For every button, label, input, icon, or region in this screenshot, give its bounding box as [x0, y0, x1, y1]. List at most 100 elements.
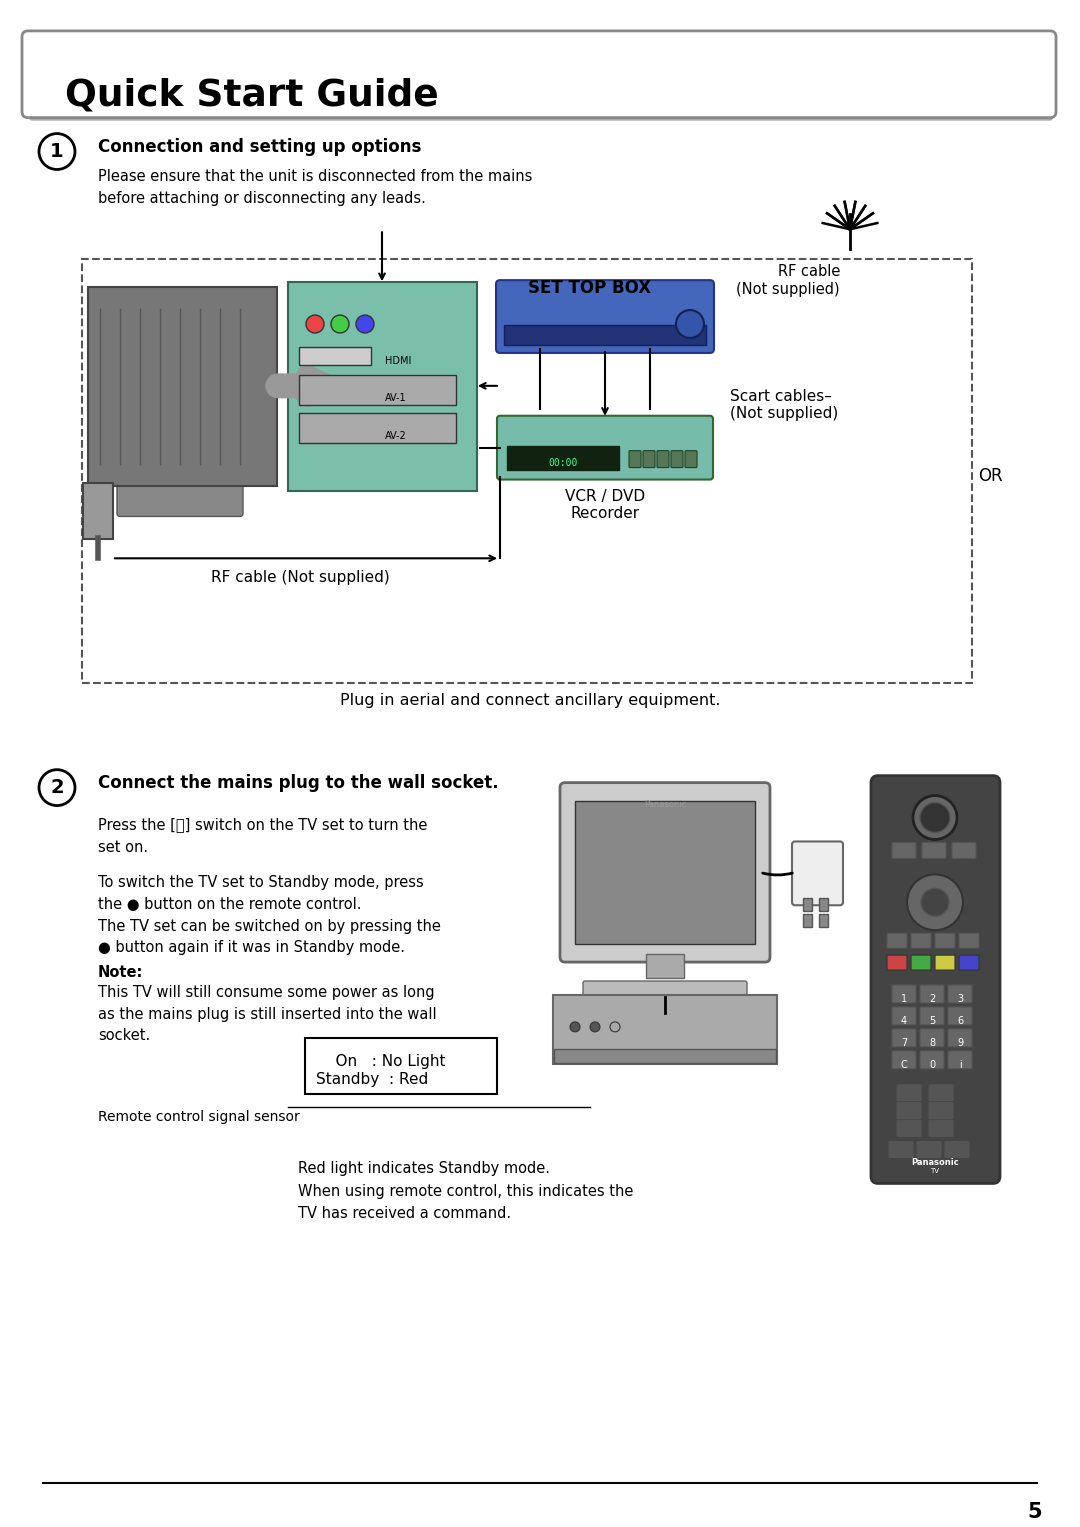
Circle shape — [306, 315, 324, 333]
FancyBboxPatch shape — [920, 1051, 944, 1069]
FancyBboxPatch shape — [299, 374, 456, 405]
Circle shape — [920, 803, 950, 832]
FancyBboxPatch shape — [929, 1084, 953, 1101]
Text: Plug in aerial and connect ancillary equipment.: Plug in aerial and connect ancillary equ… — [340, 693, 720, 709]
FancyBboxPatch shape — [802, 913, 811, 927]
Text: TV: TV — [931, 1168, 940, 1174]
FancyBboxPatch shape — [951, 843, 976, 858]
Text: 0: 0 — [929, 1060, 935, 1070]
FancyBboxPatch shape — [948, 1029, 972, 1048]
Circle shape — [610, 1022, 620, 1032]
FancyBboxPatch shape — [554, 1049, 777, 1063]
Text: 8: 8 — [929, 1038, 935, 1048]
FancyBboxPatch shape — [887, 933, 907, 948]
Text: OR: OR — [977, 467, 1002, 484]
Text: 00:00: 00:00 — [549, 458, 578, 467]
FancyBboxPatch shape — [802, 898, 811, 910]
FancyBboxPatch shape — [671, 450, 683, 467]
FancyBboxPatch shape — [87, 287, 276, 486]
FancyBboxPatch shape — [948, 1006, 972, 1025]
Text: 7: 7 — [901, 1038, 907, 1048]
FancyBboxPatch shape — [496, 279, 714, 353]
Text: 4: 4 — [901, 1015, 907, 1026]
FancyBboxPatch shape — [897, 1102, 921, 1119]
FancyBboxPatch shape — [299, 412, 456, 443]
Text: To switch the TV set to Standby mode, press
the ● button on the remote control.
: To switch the TV set to Standby mode, pr… — [98, 875, 441, 956]
FancyBboxPatch shape — [920, 1029, 944, 1048]
FancyBboxPatch shape — [912, 954, 931, 970]
FancyBboxPatch shape — [685, 450, 697, 467]
Text: RF cable
(Not supplied): RF cable (Not supplied) — [737, 264, 840, 296]
Circle shape — [921, 889, 949, 916]
Text: 9: 9 — [957, 1038, 963, 1048]
FancyBboxPatch shape — [959, 933, 978, 948]
Circle shape — [570, 1022, 580, 1032]
Circle shape — [39, 133, 75, 169]
FancyBboxPatch shape — [897, 1121, 921, 1136]
FancyBboxPatch shape — [643, 450, 654, 467]
FancyBboxPatch shape — [792, 841, 843, 906]
Text: 1: 1 — [901, 994, 907, 1003]
FancyBboxPatch shape — [929, 1121, 953, 1136]
Text: 6: 6 — [957, 1015, 963, 1026]
FancyBboxPatch shape — [912, 933, 931, 948]
FancyBboxPatch shape — [948, 1051, 972, 1069]
FancyBboxPatch shape — [657, 450, 669, 467]
Text: 2: 2 — [929, 994, 935, 1003]
Text: 1: 1 — [50, 142, 64, 160]
Text: Press the [⏻] switch on the TV set to turn the
set on.: Press the [⏻] switch on the TV set to tu… — [98, 817, 428, 855]
Text: SET TOP BOX: SET TOP BOX — [528, 279, 651, 298]
FancyBboxPatch shape — [288, 282, 477, 490]
Circle shape — [907, 875, 963, 930]
Text: AV-1: AV-1 — [384, 392, 407, 403]
FancyBboxPatch shape — [935, 954, 955, 970]
FancyBboxPatch shape — [583, 980, 747, 999]
FancyBboxPatch shape — [561, 783, 770, 962]
Text: 2: 2 — [50, 779, 64, 797]
Text: This TV will still consume some power as long
as the mains plug is still inserte: This TV will still consume some power as… — [98, 985, 436, 1043]
Text: HDMI: HDMI — [384, 356, 411, 366]
FancyBboxPatch shape — [553, 996, 777, 1064]
Text: On   : No Light: On : No Light — [316, 1054, 446, 1069]
Circle shape — [590, 1022, 600, 1032]
Text: 3: 3 — [957, 994, 963, 1003]
Text: 5: 5 — [1027, 1503, 1042, 1522]
Text: Panasonic: Panasonic — [912, 1159, 959, 1168]
FancyBboxPatch shape — [892, 1006, 916, 1025]
FancyBboxPatch shape — [945, 1142, 969, 1157]
FancyBboxPatch shape — [917, 1142, 941, 1157]
FancyBboxPatch shape — [920, 1006, 944, 1025]
Text: Connection and setting up options: Connection and setting up options — [98, 137, 421, 156]
FancyBboxPatch shape — [892, 985, 916, 1003]
Circle shape — [39, 770, 75, 806]
Text: Scart cables–
(Not supplied): Scart cables– (Not supplied) — [730, 389, 838, 421]
FancyBboxPatch shape — [922, 843, 946, 858]
Text: Please ensure that the unit is disconnected from the mains
before attaching or d: Please ensure that the unit is disconnec… — [98, 169, 532, 206]
Text: VCR / DVD
Recorder: VCR / DVD Recorder — [565, 489, 645, 521]
FancyBboxPatch shape — [959, 954, 978, 970]
Circle shape — [356, 315, 374, 333]
Text: Standby  : Red: Standby : Red — [316, 1072, 429, 1087]
FancyBboxPatch shape — [507, 446, 619, 470]
FancyBboxPatch shape — [929, 1102, 953, 1119]
FancyBboxPatch shape — [819, 898, 827, 910]
FancyBboxPatch shape — [305, 1038, 497, 1093]
Circle shape — [330, 315, 349, 333]
FancyBboxPatch shape — [83, 483, 113, 539]
FancyBboxPatch shape — [22, 31, 1056, 118]
Circle shape — [913, 796, 957, 840]
FancyBboxPatch shape — [29, 102, 1053, 121]
FancyBboxPatch shape — [646, 954, 684, 979]
Text: Power Indicator: Power Indicator — [318, 1041, 426, 1055]
Text: 5: 5 — [929, 1015, 935, 1026]
Text: RF cable (Not supplied): RF cable (Not supplied) — [211, 570, 390, 585]
Text: C: C — [901, 1060, 907, 1070]
Text: AV-2: AV-2 — [384, 431, 407, 441]
Text: Note:: Note: — [98, 965, 144, 980]
FancyBboxPatch shape — [889, 1142, 913, 1157]
FancyBboxPatch shape — [887, 954, 907, 970]
FancyBboxPatch shape — [819, 913, 827, 927]
Text: Connect the mains plug to the wall socket.: Connect the mains plug to the wall socke… — [98, 774, 499, 791]
FancyBboxPatch shape — [870, 776, 1000, 1183]
FancyBboxPatch shape — [504, 325, 706, 345]
